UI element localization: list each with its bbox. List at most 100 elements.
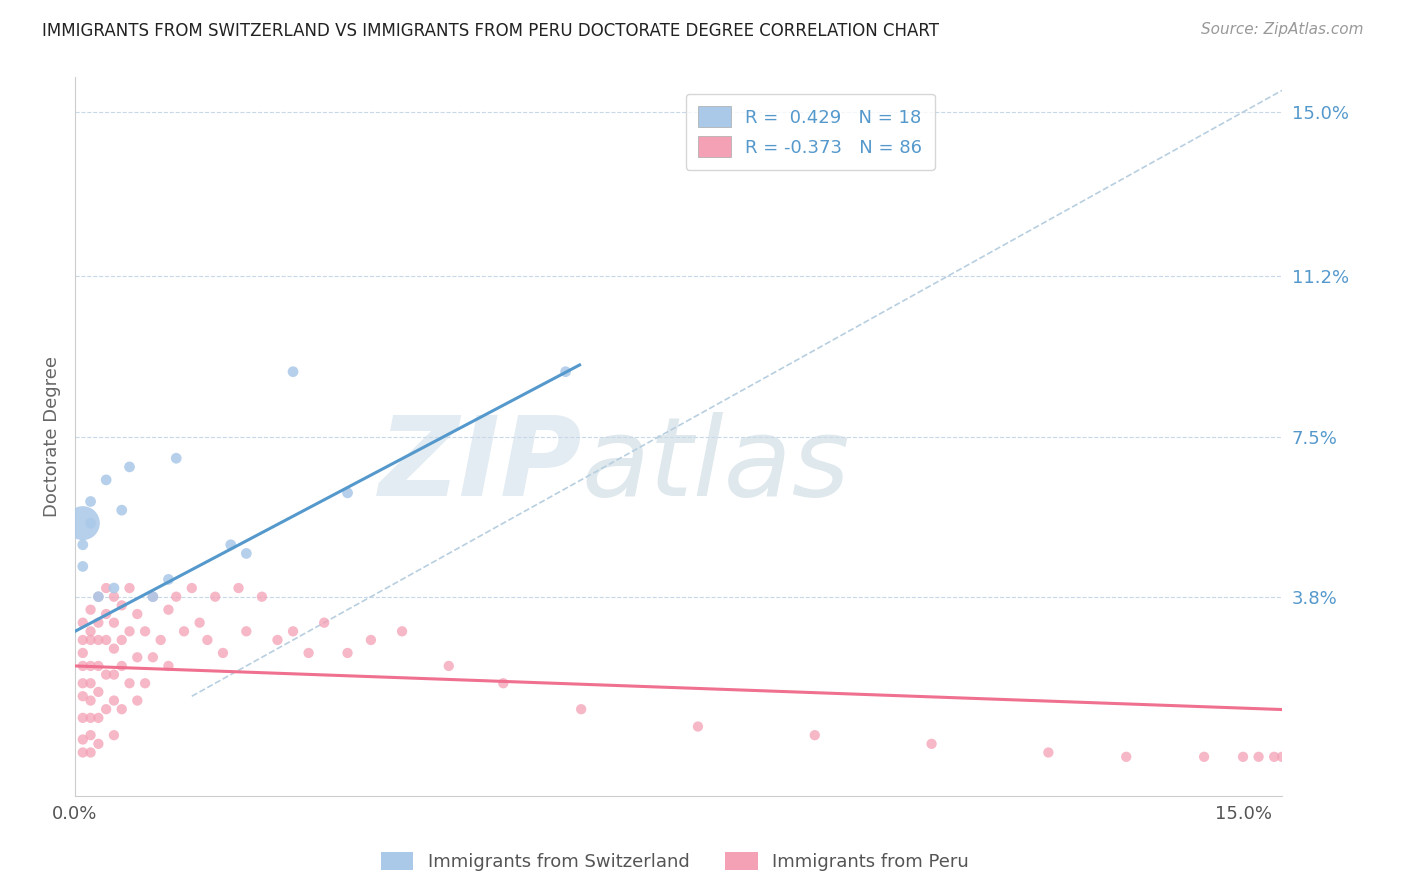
Point xyxy=(103,581,125,595)
Point xyxy=(314,615,336,630)
Point xyxy=(127,650,149,665)
Point xyxy=(1247,749,1270,764)
Point xyxy=(228,581,250,595)
Point xyxy=(79,676,101,690)
Point xyxy=(72,615,94,630)
Point xyxy=(235,546,257,560)
Point xyxy=(180,581,202,595)
Point xyxy=(1038,746,1060,760)
Y-axis label: Doctorate Degree: Doctorate Degree xyxy=(44,356,60,517)
Point xyxy=(142,590,165,604)
Point xyxy=(165,590,187,604)
Point xyxy=(686,719,709,733)
Point xyxy=(157,659,180,673)
Point xyxy=(266,632,288,647)
Point xyxy=(79,632,101,647)
Point xyxy=(103,667,125,681)
Point xyxy=(149,632,172,647)
Point xyxy=(79,494,101,508)
Point xyxy=(79,516,101,530)
Point xyxy=(173,624,195,639)
Point xyxy=(96,702,118,716)
Point xyxy=(281,365,304,379)
Point xyxy=(111,702,134,716)
Point xyxy=(103,590,125,604)
Point xyxy=(96,632,118,647)
Text: Source: ZipAtlas.com: Source: ZipAtlas.com xyxy=(1201,22,1364,37)
Point xyxy=(87,590,110,604)
Point xyxy=(1263,749,1285,764)
Point xyxy=(87,711,110,725)
Point xyxy=(111,632,134,647)
Point xyxy=(118,581,141,595)
Point xyxy=(79,728,101,742)
Point xyxy=(1115,749,1137,764)
Point xyxy=(118,459,141,474)
Point xyxy=(72,559,94,574)
Text: IMMIGRANTS FROM SWITZERLAND VS IMMIGRANTS FROM PERU DOCTORATE DEGREE CORRELATION: IMMIGRANTS FROM SWITZERLAND VS IMMIGRANT… xyxy=(42,22,939,40)
Point xyxy=(103,693,125,707)
Text: atlas: atlas xyxy=(582,412,851,519)
Point xyxy=(235,624,257,639)
Point xyxy=(72,516,94,530)
Point xyxy=(157,603,180,617)
Point xyxy=(165,451,187,466)
Point xyxy=(1278,749,1301,764)
Point xyxy=(72,746,94,760)
Point xyxy=(1286,749,1309,764)
Point xyxy=(281,624,304,639)
Point xyxy=(1271,749,1294,764)
Point xyxy=(554,365,576,379)
Legend: Immigrants from Switzerland, Immigrants from Peru: Immigrants from Switzerland, Immigrants … xyxy=(374,845,976,879)
Legend: R =  0.429   N = 18, R = -0.373   N = 86: R = 0.429 N = 18, R = -0.373 N = 86 xyxy=(686,94,935,169)
Point xyxy=(87,615,110,630)
Point xyxy=(1232,749,1254,764)
Point xyxy=(87,590,110,604)
Point xyxy=(127,607,149,621)
Point xyxy=(142,650,165,665)
Point xyxy=(96,473,118,487)
Point xyxy=(79,711,101,725)
Point xyxy=(79,603,101,617)
Point xyxy=(79,693,101,707)
Point xyxy=(72,711,94,725)
Point xyxy=(336,646,359,660)
Point xyxy=(96,667,118,681)
Point xyxy=(79,746,101,760)
Point xyxy=(921,737,943,751)
Point xyxy=(87,685,110,699)
Point xyxy=(127,693,149,707)
Point xyxy=(250,590,273,604)
Point xyxy=(437,659,460,673)
Point xyxy=(103,728,125,742)
Point xyxy=(803,728,825,742)
Point xyxy=(204,590,226,604)
Point xyxy=(492,676,515,690)
Point xyxy=(72,676,94,690)
Point xyxy=(103,641,125,656)
Point xyxy=(134,624,156,639)
Point xyxy=(96,607,118,621)
Point xyxy=(87,659,110,673)
Point xyxy=(197,632,219,647)
Point xyxy=(391,624,413,639)
Point xyxy=(87,632,110,647)
Point xyxy=(336,486,359,500)
Point xyxy=(72,659,94,673)
Point xyxy=(118,624,141,639)
Point xyxy=(157,573,180,587)
Point xyxy=(72,646,94,660)
Point xyxy=(87,737,110,751)
Point xyxy=(111,599,134,613)
Point xyxy=(569,702,592,716)
Point xyxy=(212,646,235,660)
Point xyxy=(297,646,319,660)
Point xyxy=(360,632,382,647)
Point xyxy=(1294,749,1316,764)
Point xyxy=(103,615,125,630)
Point xyxy=(72,538,94,552)
Point xyxy=(72,690,94,704)
Point xyxy=(96,581,118,595)
Point xyxy=(219,538,242,552)
Point xyxy=(72,732,94,747)
